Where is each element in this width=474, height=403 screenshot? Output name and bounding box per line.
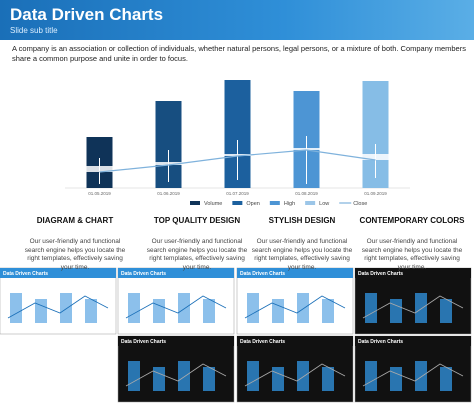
feature-text: Our user-friendly and functional search … xyxy=(251,238,353,271)
thumb-title: Data Driven Charts xyxy=(240,271,285,277)
thumb-deco xyxy=(125,295,227,319)
thumb-deco xyxy=(10,293,22,323)
thumbnail: Data Driven Charts xyxy=(354,335,472,403)
thumb-deco xyxy=(362,295,464,319)
legend-swatch xyxy=(190,201,200,205)
x-tick-label: 01.08.2019 xyxy=(295,191,318,196)
thumbnail: Data Driven Charts xyxy=(0,267,117,335)
open-close xyxy=(224,154,251,156)
thumb-header xyxy=(237,268,353,278)
thumb-deco xyxy=(178,361,190,391)
thumb-title: Data Driven Charts xyxy=(358,339,403,345)
intro: A company is an association or collectio… xyxy=(12,44,466,63)
x-tick-label: 01.09.2019 xyxy=(364,191,387,196)
thumb-deco xyxy=(247,361,259,391)
subtitle: Slide sub title xyxy=(10,26,58,35)
feature: TOP QUALITY DESIGN Our user-friendly and … xyxy=(143,216,251,272)
thumb-deco xyxy=(362,363,464,387)
thumb-title: Data Driven Charts xyxy=(3,271,48,277)
feature-text: Our user-friendly and functional search … xyxy=(361,238,463,271)
thumb-deco xyxy=(85,299,97,323)
thumb-deco xyxy=(244,363,346,387)
thumb-deco xyxy=(153,299,165,323)
thumb-deco xyxy=(247,293,259,323)
legend-label: High xyxy=(284,201,295,207)
legend-swatch xyxy=(305,201,316,205)
feature-title: CONTEMPORARY COLORS xyxy=(359,216,465,225)
thumb-deco xyxy=(365,293,377,323)
thumb-deco xyxy=(322,367,334,391)
title: Data Driven Charts xyxy=(10,5,164,24)
feature: STYLISH DESIGN Our user-friendly and func… xyxy=(248,216,356,272)
thumbnail: Data Driven Charts xyxy=(236,267,354,335)
open-close xyxy=(362,154,389,160)
feature-title: TOP QUALITY DESIGN xyxy=(153,216,241,225)
thumb-title: Data Driven Charts xyxy=(121,339,166,345)
legend-swatch xyxy=(269,201,280,205)
thumb-deco xyxy=(153,367,165,391)
thumb-deco xyxy=(322,299,334,323)
open-close xyxy=(86,166,113,172)
thumb-deco xyxy=(390,299,402,323)
close-line xyxy=(99,149,376,173)
thumbnail: Data Driven Charts xyxy=(354,267,472,335)
thumb-title: Data Driven Charts xyxy=(121,271,166,277)
legend-label: Volume xyxy=(204,201,222,207)
thumb-title: Data Driven Charts xyxy=(240,339,285,345)
thumb-header xyxy=(118,336,234,346)
thumb-deco xyxy=(440,367,452,391)
thumb-deco xyxy=(128,293,140,323)
header: Data Driven Charts Slide sub title xyxy=(0,0,474,40)
thumb-deco xyxy=(203,299,215,323)
thumb-header xyxy=(118,268,234,278)
feature-title: STYLISH DESIGN xyxy=(268,216,336,225)
x-tick-label: 01.07.2019 xyxy=(226,191,249,196)
thumb-header xyxy=(0,268,116,278)
thumb-deco xyxy=(365,361,377,391)
feature-title: DIAGRAM & CHART xyxy=(36,216,114,225)
legend-label: Open xyxy=(246,201,259,207)
thumb-deco xyxy=(390,367,402,391)
thumb-title: Data Driven Charts xyxy=(358,271,403,277)
thumb-header xyxy=(355,336,471,346)
thumb-deco xyxy=(244,295,346,319)
thumb-deco xyxy=(272,299,284,323)
legend-swatch xyxy=(232,201,243,205)
feature: DIAGRAM & CHART Our user-friendly and fun… xyxy=(21,216,129,272)
legend-label: Low xyxy=(319,201,329,207)
thumb-deco xyxy=(128,361,140,391)
feature-text: Our user-friendly and functional search … xyxy=(146,238,248,271)
thumb-deco xyxy=(60,293,72,323)
thumb-deco xyxy=(415,293,427,323)
thumb-header xyxy=(355,268,471,278)
thumb-deco xyxy=(203,367,215,391)
thumb-header xyxy=(237,336,353,346)
legend-label: Close xyxy=(353,201,367,207)
thumb-deco xyxy=(440,299,452,323)
x-tick-label: 01.06.2019 xyxy=(157,191,180,196)
thumbnail: Data Driven Charts xyxy=(236,335,354,403)
open-close xyxy=(293,148,320,150)
x-tick-label: 01.05.2019 xyxy=(88,191,111,196)
thumb-deco xyxy=(297,361,309,391)
thumb-deco xyxy=(272,367,284,391)
thumbnail: Data Driven Charts xyxy=(117,335,235,403)
thumb-deco xyxy=(297,293,309,323)
thumb-deco xyxy=(7,295,109,319)
thumbnail: Data Driven Charts xyxy=(117,267,235,335)
feature-text: Our user-friendly and functional search … xyxy=(24,238,126,271)
open-close xyxy=(155,162,182,165)
thumb-deco xyxy=(415,361,427,391)
feature: CONTEMPORARY COLORS Our user-friendly and… xyxy=(358,216,466,272)
thumb-deco xyxy=(178,293,190,323)
thumb-deco xyxy=(125,363,227,387)
thumb-deco xyxy=(35,299,47,323)
